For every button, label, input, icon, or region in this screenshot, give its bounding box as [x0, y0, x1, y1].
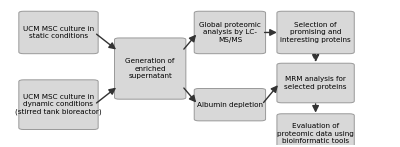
- Text: Global proteomic
analysis by LC-
MS/MS: Global proteomic analysis by LC- MS/MS: [199, 22, 261, 43]
- FancyBboxPatch shape: [277, 114, 354, 147]
- Text: Albumin depletion: Albumin depletion: [197, 102, 263, 108]
- FancyBboxPatch shape: [277, 63, 354, 103]
- FancyBboxPatch shape: [19, 80, 98, 130]
- FancyBboxPatch shape: [114, 38, 186, 99]
- Text: MRM analysis for
selected proteins: MRM analysis for selected proteins: [284, 76, 347, 90]
- Text: Selection of
promising and
interesting proteins: Selection of promising and interesting p…: [280, 22, 351, 43]
- FancyBboxPatch shape: [277, 11, 354, 54]
- FancyBboxPatch shape: [19, 11, 98, 54]
- Text: Generation of
enriched
supernatant: Generation of enriched supernatant: [126, 58, 175, 79]
- Text: UCM MSC culture in
static conditions: UCM MSC culture in static conditions: [23, 26, 94, 39]
- FancyBboxPatch shape: [194, 11, 266, 54]
- FancyBboxPatch shape: [194, 88, 266, 121]
- Text: Evaluation of
proteomic data using
bioinformatic tools: Evaluation of proteomic data using bioin…: [277, 123, 354, 144]
- Text: UCM MSC culture in
dynamic conditions
(stirred tank bioreactor): UCM MSC culture in dynamic conditions (s…: [15, 94, 102, 115]
